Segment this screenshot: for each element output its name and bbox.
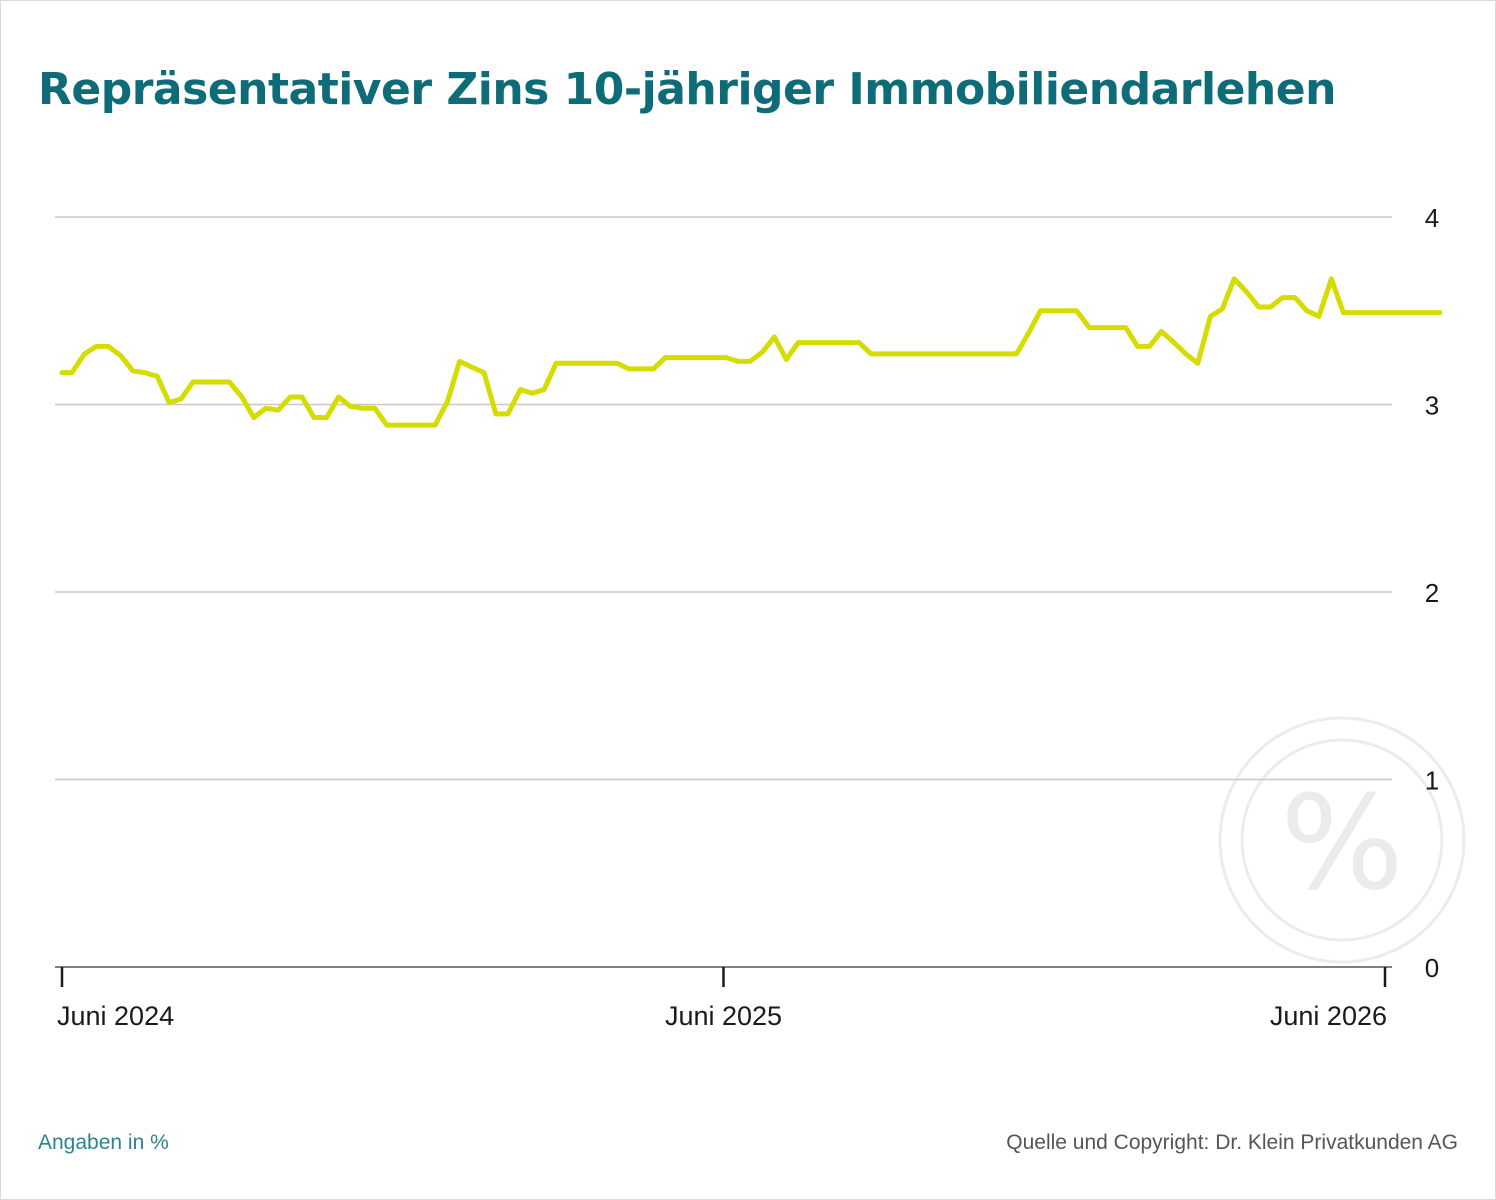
x-tick-label: Juni 2026 (1270, 1001, 1387, 1031)
watermark-outer-ring (1218, 716, 1466, 964)
chart-title: Repräsentativer Zins 10-jähriger Immobil… (38, 64, 1336, 115)
watermark-inner-ring (1240, 738, 1444, 942)
gridlines (55, 216, 1392, 781)
units-note: Angaben in % (38, 1131, 169, 1154)
source-credit: Quelle und Copyright: Dr. Klein Privatku… (1006, 1131, 1458, 1154)
x-axis: Juni 2024 Juni 2025 Juni 2026 (55, 966, 1392, 1031)
percent-icon: % (1280, 767, 1404, 919)
y-tick-label: 0 (1425, 953, 1439, 983)
series-layer (59, 276, 1443, 428)
y-tick-label: 4 (1425, 203, 1439, 233)
y-axis-ticks: 0 1 2 3 4 (1425, 203, 1439, 983)
y-tick-label: 1 (1425, 766, 1439, 796)
watermark: % (1218, 716, 1466, 964)
y-tick-label: 3 (1425, 391, 1439, 421)
series-line (59, 276, 1443, 428)
x-tick-label: Juni 2024 (57, 1001, 174, 1031)
x-tick-label: Juni 2025 (665, 1001, 782, 1031)
y-tick-label: 2 (1425, 578, 1439, 608)
